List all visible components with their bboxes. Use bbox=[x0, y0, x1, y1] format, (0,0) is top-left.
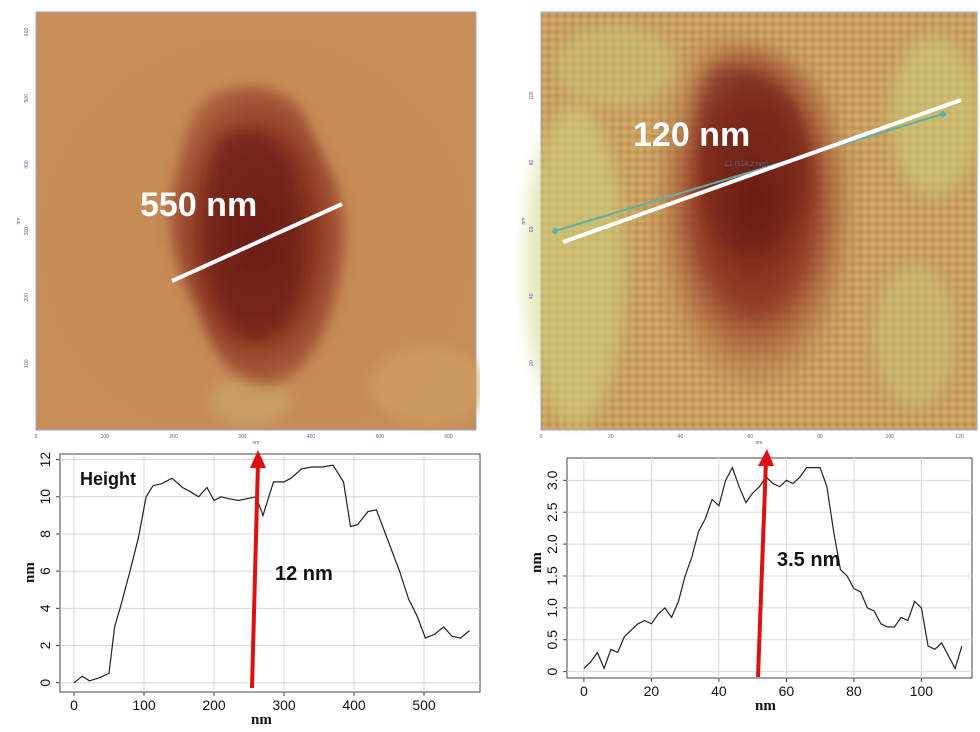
x-tick-label: 300 bbox=[272, 697, 296, 713]
afm-x-tick-label: 200 bbox=[169, 434, 178, 440]
chart-right-ylabel: nm bbox=[529, 552, 545, 573]
chart-right-arrow bbox=[756, 449, 774, 678]
afm-image-right-svg: L1 (114.2 nm) 120 nm 0 20 40 60 80 100 120 20 40… bbox=[515, 6, 980, 446]
chart-right-grid bbox=[567, 458, 972, 678]
afm-image-left: 550 nm 0 100 200 300 400 500 600 100 200 300 400 50… bbox=[10, 6, 490, 446]
afm-x-tick-label: 60 bbox=[747, 434, 753, 440]
afm-left-axis-ticks: 0 100 200 300 400 500 600 100 200 300 400 500 600 nm n… bbox=[16, 28, 453, 446]
y-tick-label: 0 bbox=[544, 668, 560, 676]
afm-y-tick-label: 300 bbox=[24, 227, 30, 236]
x-tick-label: 0 bbox=[580, 683, 588, 699]
chart-left-series-line bbox=[73, 464, 470, 684]
y-tick-label: 1.0 bbox=[544, 598, 560, 618]
y-tick-label: 12 bbox=[37, 452, 53, 468]
afm-right-small-label: L1 (114.2 nm) bbox=[725, 161, 768, 168]
afm-x-tick-label: 500 bbox=[376, 434, 385, 440]
x-tick-label: 400 bbox=[342, 697, 366, 713]
chart-left-grid bbox=[60, 454, 480, 692]
chart-left-height-label: Height bbox=[80, 469, 136, 489]
x-tick-label: 60 bbox=[779, 683, 795, 699]
x-tick-label: 0 bbox=[70, 697, 78, 713]
afm-x-tick-label: 80 bbox=[817, 434, 823, 440]
afm-y-tick-label: 500 bbox=[24, 94, 30, 103]
x-tick-label: 500 bbox=[412, 697, 436, 713]
chart-left-ticks: 0 100 200 300 400 500 0 2 4 6 8 10 12 bbox=[37, 452, 436, 713]
afm-x-tick-label: 400 bbox=[307, 434, 316, 440]
chart-right-xlabel: nm bbox=[755, 698, 776, 714]
chart-left-xlabel: nm bbox=[251, 712, 272, 727]
afm-y-tick-label: 200 bbox=[24, 293, 30, 302]
afm-y-tick-label: 20 bbox=[529, 360, 535, 366]
afm-y-unit: nm bbox=[521, 218, 527, 225]
chart-left-annotation: 12 nm bbox=[275, 563, 333, 585]
x-tick-label: 80 bbox=[846, 683, 862, 699]
height-profile-right-chart: 0 20 40 60 80 100 0 0.5 1.0 1.5 2.0 2.5 3.0 3.5 nm n… bbox=[529, 449, 973, 714]
afm-x-tick-label: 0 bbox=[35, 434, 38, 440]
afm-y-tick-label: 400 bbox=[24, 160, 30, 169]
y-tick-label: 2 bbox=[37, 641, 53, 649]
y-tick-label: 0 bbox=[37, 679, 53, 687]
y-tick-label: 8 bbox=[37, 530, 53, 538]
afm-right-trace-line bbox=[554, 113, 944, 232]
afm-y-tick-label: 600 bbox=[24, 28, 30, 37]
afm-y-tick-label: 100 bbox=[529, 91, 535, 100]
height-profile-right: 0 20 40 60 80 100 0 0.5 1.0 1.5 2.0 2.5 3.0 3.5 nm n… bbox=[527, 448, 977, 727]
afm-x-tick-label: 120 bbox=[955, 434, 964, 440]
afm-right-axis-ticks: 0 20 40 60 80 100 120 20 40 60 80 100 nm nm bbox=[521, 91, 964, 446]
afm-y-tick-label: 60 bbox=[529, 226, 535, 232]
y-tick-label: 2.0 bbox=[544, 534, 560, 554]
height-profile-left: 0 100 200 300 400 500 0 2 4 6 8 10 12 Height 12 nm n… bbox=[20, 448, 490, 728]
y-tick-label: 10 bbox=[37, 489, 53, 505]
afm-x-tick-label: 100 bbox=[101, 434, 110, 440]
afm-x-unit: nm bbox=[756, 440, 763, 446]
afm-right-annotation: 120 nm bbox=[633, 116, 750, 154]
y-tick-label: 4 bbox=[37, 604, 53, 612]
afm-x-tick-label: 300 bbox=[238, 434, 247, 440]
chart-right-annotation: 3.5 nm bbox=[777, 549, 840, 571]
afm-image-right: L1 (114.2 nm) 120 nm 0 20 40 60 80 100 120 20 40… bbox=[515, 6, 980, 446]
afm-y-tick-label: 80 bbox=[529, 159, 535, 165]
afm-x-tick-label: 100 bbox=[886, 434, 895, 440]
chart-right-ticks: 0 20 40 60 80 100 0 0.5 1.0 1.5 2.0 2.5 3.0 bbox=[544, 470, 933, 699]
y-tick-label: 1.5 bbox=[544, 566, 560, 586]
afm-left-profile-line bbox=[171, 202, 343, 283]
height-profile-left-chart: 0 100 200 300 400 500 0 2 4 6 8 10 12 Height 12 nm n… bbox=[22, 450, 481, 728]
afm-image-left-svg: 550 nm 0 100 200 300 400 500 600 100 200 300 400 50… bbox=[10, 6, 490, 446]
x-tick-label: 100 bbox=[910, 683, 934, 699]
afm-x-tick-label: 40 bbox=[678, 434, 684, 440]
afm-left-annotation: 550 nm bbox=[140, 186, 257, 224]
x-tick-label: 200 bbox=[202, 697, 226, 713]
chart-right-series-line bbox=[583, 466, 963, 671]
y-tick-label: 3.0 bbox=[544, 470, 560, 490]
chart-left-arrow bbox=[250, 450, 266, 689]
afm-x-tick-label: 0 bbox=[540, 434, 543, 440]
afm-x-unit: nm bbox=[253, 440, 260, 446]
afm-y-tick-label: 100 bbox=[24, 359, 30, 368]
afm-x-tick-label: 20 bbox=[608, 434, 614, 440]
chart-left-plot-area bbox=[59, 453, 481, 693]
y-tick-label: 2.5 bbox=[544, 502, 560, 522]
afm-y-unit: nm bbox=[16, 218, 22, 225]
x-tick-label: 40 bbox=[711, 683, 727, 699]
afm-x-tick-label: 600 bbox=[444, 434, 453, 440]
x-tick-label: 20 bbox=[644, 683, 660, 699]
chart-left-ylabel: nm bbox=[22, 562, 38, 583]
y-tick-label: 0.5 bbox=[544, 630, 560, 650]
afm-right-profile-line bbox=[562, 98, 962, 244]
chart-right-plot-area bbox=[566, 457, 973, 679]
y-tick-label: 6 bbox=[37, 567, 53, 575]
afm-y-tick-label: 40 bbox=[529, 293, 535, 299]
x-tick-label: 100 bbox=[132, 697, 156, 713]
